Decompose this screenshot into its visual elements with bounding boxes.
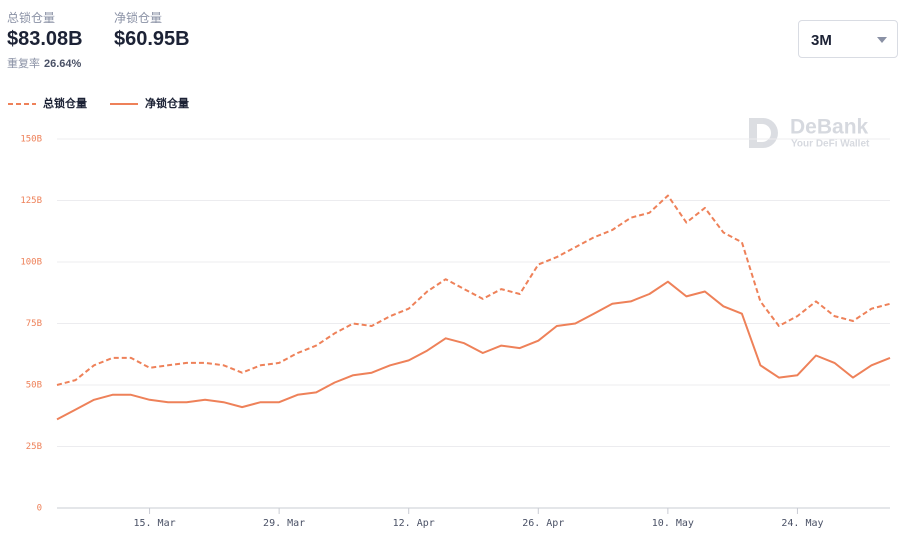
y-tick-label: 0 [37, 504, 42, 514]
x-tick-label: 26. Apr [522, 518, 564, 529]
stat-value: $60.95B [114, 28, 190, 50]
x-tick-label: 15. Mar [133, 518, 175, 529]
stat-net: 净锁仓量 $60.95B [114, 9, 190, 51]
stat-total: 总锁仓量 $83.08B [7, 9, 83, 51]
range-select[interactable]: 3M [798, 20, 898, 58]
x-tick-label: 29. Mar [263, 518, 305, 529]
legend-label: 净锁仓量 [145, 96, 189, 110]
watermark-brand: DeBank [790, 116, 869, 139]
watermark-tagline: Your DeFi Wallet [791, 139, 870, 150]
x-tick-label: 10. May [652, 518, 694, 529]
ratio-label: 重复率 [7, 58, 40, 70]
ratio: 重复率 26.64% [7, 55, 81, 71]
y-tick-label: 150B [20, 135, 42, 145]
series-line [56, 194, 891, 386]
ratio-value: 26.64% [44, 58, 82, 70]
x-tick-label: 12. Apr [393, 518, 435, 529]
stat-value: $83.08B [7, 28, 83, 50]
x-tick-label: 24. May [781, 518, 823, 529]
stat-label: 净锁仓量 [114, 11, 163, 25]
legend-label: 总锁仓量 [43, 96, 87, 110]
y-tick-label: 100B [20, 258, 42, 268]
y-tick-label: 25B [26, 442, 42, 452]
watermark: DeBank Your DeFi Wallet [749, 116, 870, 150]
range-select-value[interactable]: 3M [811, 32, 832, 49]
watermark-logo [749, 118, 778, 148]
stat-label: 总锁仓量 [7, 11, 56, 25]
caret [877, 37, 887, 43]
y-tick-label: 75B [26, 319, 42, 329]
y-tick-label: 125B [20, 196, 42, 206]
series-line [56, 280, 891, 421]
y-tick-label: 50B [26, 381, 42, 391]
